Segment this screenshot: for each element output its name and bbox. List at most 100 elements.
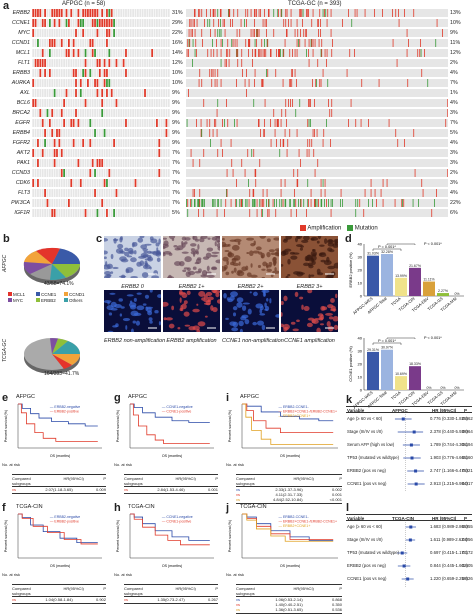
oncoprint-cell [56, 169, 58, 177]
oncoprint-cell [115, 149, 118, 157]
oncoprint-cell [41, 169, 44, 177]
oncoprint-cell [67, 89, 70, 97]
oncoprint-cell [144, 29, 146, 37]
oncoprint-cell [41, 109, 44, 117]
oncoprint-cell [77, 159, 80, 167]
oncoprint-cell [53, 179, 56, 187]
oncoprint-cell [356, 9, 358, 17]
afpgc-percent: 9% [172, 100, 180, 106]
oncoprint-cell [101, 69, 104, 77]
oncoprint-cell [316, 129, 318, 137]
oncoprint-cell [84, 199, 87, 207]
oncoprint-cell [70, 49, 73, 57]
oncoprint-cell [32, 49, 35, 57]
oncoprint-cell [226, 49, 227, 57]
oncoprint-cell [280, 179, 282, 187]
tcga-percent: 3% [450, 160, 458, 166]
hr-table-row: vs 2.33(1.37-3.96) 0.002 [236, 487, 342, 492]
afpgc-header: AFPGC (n = 58) [62, 1, 105, 7]
oncoprint-cell [79, 99, 82, 107]
cell-nucleus [110, 301, 117, 308]
oncoprint-cell [258, 119, 259, 127]
oncoprint-cell [219, 29, 221, 37]
p-value-label: P = 0.001* [378, 245, 396, 249]
oncoprint-cell [165, 179, 168, 187]
oncoprint-cell [75, 149, 77, 157]
cell-nucleus [266, 268, 272, 273]
oncoprint-cell [96, 159, 99, 167]
cell-nucleus [261, 268, 266, 271]
oncoprint-cell [32, 199, 35, 207]
oncoprint-cell [96, 89, 99, 97]
oncoprint-cell [77, 149, 80, 157]
oncoprint-cell [158, 99, 161, 107]
oncoprint-cell [48, 179, 51, 187]
cell-nucleus [197, 244, 200, 250]
oncoprint-cell [44, 49, 46, 57]
oncoprint-cell [60, 99, 63, 107]
oncoprint-cell [87, 79, 89, 87]
pie-legend-label: ERBB2 [41, 298, 56, 303]
pie-legend-label: MCL1 [13, 292, 26, 297]
oncoprint-cell [84, 159, 87, 167]
oncoprint-cell [158, 59, 161, 67]
oncoprint-cell [79, 79, 82, 87]
oncoprint-cell [141, 119, 144, 127]
cell-nucleus [332, 315, 339, 322]
oncoprint-cell [261, 209, 263, 217]
oncoprint-cell [39, 69, 42, 77]
oncoprint-cell [233, 9, 235, 17]
oncoprint-cell [94, 9, 96, 17]
oncoprint-cell [53, 189, 56, 197]
oncoprint-cell [84, 149, 87, 157]
km-letter: e [2, 392, 9, 404]
oncoprint-cell [236, 39, 238, 47]
oncoprint-cell [106, 119, 108, 127]
oncoprint-cell [158, 9, 161, 17]
oncoprint-cell [120, 19, 123, 27]
oncoprint-cell [103, 59, 106, 67]
cell-nucleus [257, 264, 261, 269]
oncoprint-cell [144, 139, 146, 147]
oncoprint-cell [292, 49, 293, 57]
oncoprint-cell [63, 139, 66, 147]
pie-legend-label: MYC [13, 298, 23, 303]
oncoprint-cell [46, 29, 49, 37]
oncoprint-cell [382, 9, 383, 17]
oncoprint-cell [34, 49, 37, 57]
oncoprint-cell [144, 199, 146, 207]
oncoprint-cell [280, 189, 282, 197]
oncoprint-cell [108, 79, 111, 87]
oncoprint-cell [141, 39, 144, 47]
x-axis-label: OS (months) [280, 454, 300, 458]
oncoprint-cell [187, 209, 189, 217]
cell-nucleus [238, 320, 244, 327]
cell-nucleus [144, 294, 150, 299]
cell-nucleus [205, 252, 212, 259]
cell-nucleus [229, 321, 237, 326]
oncoprint-cell [298, 149, 300, 157]
oncoprint-cell [158, 169, 161, 177]
oncoprint-cell [75, 9, 77, 17]
hr-table-swatch: vs [236, 487, 240, 492]
oncoprint-cell [125, 149, 127, 157]
forest-header: Variable TCGA-CIN HR (95%CI) P [346, 514, 472, 521]
oncoprint-cell [101, 59, 104, 67]
oncoprint-cell [268, 199, 269, 207]
oncoprint-cell [354, 9, 356, 17]
oncoprint-cell [141, 169, 144, 177]
oncoprint-cell [129, 69, 132, 77]
oncoprint-cell [63, 119, 66, 127]
oncoprint-cell [44, 169, 46, 177]
oncoprint-cell [146, 19, 149, 27]
oncoprint-cell [129, 129, 132, 137]
oncoprint-cell [139, 179, 142, 187]
pie-legend-swatch [8, 298, 12, 302]
oncoprint-cell [48, 139, 51, 147]
oncoprint-cell [110, 29, 113, 37]
oncoprint-cell [198, 209, 199, 217]
oncoprint-cell [39, 149, 42, 157]
oncoprint-cell [132, 209, 135, 217]
oncoprint-cell [370, 179, 372, 187]
oncoprint-cell [56, 19, 58, 27]
